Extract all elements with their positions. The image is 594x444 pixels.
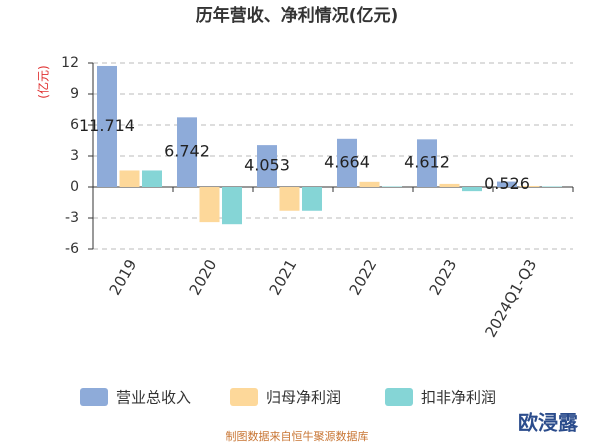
bar bbox=[417, 139, 437, 187]
bar bbox=[302, 187, 322, 211]
bar bbox=[519, 185, 540, 187]
x-tick-label: 2020 bbox=[186, 256, 221, 298]
y-tick-label: -6 bbox=[65, 241, 79, 257]
legend-swatch bbox=[230, 388, 258, 406]
legend-label: 归母净利润 bbox=[266, 389, 341, 407]
bar bbox=[279, 187, 300, 211]
y-tick-label: -3 bbox=[65, 210, 79, 226]
data-label: 4.612 bbox=[404, 153, 450, 172]
bar bbox=[97, 65, 117, 187]
y-axis-label: (亿元) bbox=[36, 65, 51, 98]
bar bbox=[222, 187, 242, 225]
bar bbox=[497, 181, 517, 187]
y-tick-label: 0 bbox=[70, 179, 79, 195]
bar bbox=[462, 187, 482, 192]
x-tick-label: 2021 bbox=[266, 256, 301, 298]
data-label: 6.742 bbox=[164, 142, 210, 161]
y-tick-label: 6 bbox=[70, 117, 79, 133]
bar bbox=[119, 170, 140, 187]
watermark: 欧浸露 bbox=[518, 411, 579, 435]
x-tick-label: 2022 bbox=[346, 256, 381, 298]
y-tick-label: 12 bbox=[61, 55, 79, 71]
legend-swatch bbox=[80, 388, 108, 406]
bar bbox=[439, 183, 460, 187]
data-label: 4.664 bbox=[324, 152, 370, 171]
bar bbox=[542, 186, 562, 187]
data-label: 4.053 bbox=[244, 156, 290, 175]
bar bbox=[177, 117, 197, 187]
bar bbox=[142, 170, 162, 187]
legend-label: 扣非净利润 bbox=[421, 389, 496, 407]
y-tick-label: 3 bbox=[70, 148, 79, 164]
bar bbox=[257, 145, 277, 187]
data-label: 11.714 bbox=[79, 116, 135, 135]
bar bbox=[359, 181, 380, 187]
source: 制图数据来自恒牛聚源数据库 bbox=[226, 429, 369, 443]
bar bbox=[199, 187, 220, 223]
x-tick-label: 2024Q1-Q3 bbox=[481, 256, 540, 340]
bar bbox=[337, 138, 357, 187]
y-tick-label: 9 bbox=[70, 86, 79, 102]
data-label: 0.526 bbox=[484, 174, 530, 193]
bar bbox=[382, 186, 402, 187]
x-tick-label: 2023 bbox=[426, 256, 461, 298]
legend-swatch bbox=[385, 388, 413, 406]
legend-label: 营业总收入 bbox=[116, 389, 191, 407]
chart-title: 历年营收、净利情况(亿元) bbox=[196, 5, 399, 26]
x-tick-label: 2019 bbox=[106, 256, 141, 298]
